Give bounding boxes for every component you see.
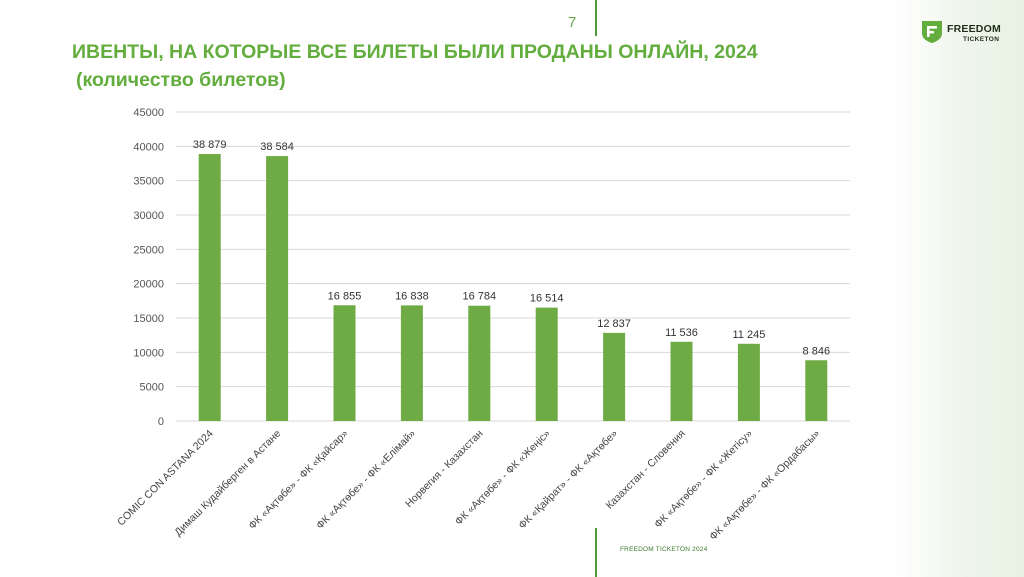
y-tick-label: 20000 <box>133 279 164 291</box>
bar <box>805 360 828 421</box>
y-tick-label: 35000 <box>133 176 164 188</box>
data-label: 16 838 <box>395 290 429 302</box>
y-tick-label: 25000 <box>133 244 164 256</box>
category-label: Димаш Кудайберген в Астане <box>172 428 283 539</box>
data-label: 11 245 <box>732 329 765 341</box>
bottom-divider <box>595 528 597 577</box>
brand-logo: FREEDOM TICKETON <box>922 21 1012 47</box>
bars <box>198 154 828 422</box>
data-labels: 38 879 38 584 16 855 16 838 16 784 16 514 12 8… <box>193 139 830 357</box>
y-axis-ticks: 0 5000 10000 15000 20000 25000 30000 35000 40000… <box>133 107 164 428</box>
y-tick-label: 45000 <box>133 107 164 119</box>
data-label: 16 784 <box>462 291 496 303</box>
background-fade <box>894 0 1024 577</box>
bar <box>670 341 693 421</box>
data-label: 16 514 <box>530 293 564 305</box>
y-tick-label: 40000 <box>133 141 164 153</box>
data-label: 8 846 <box>803 345 831 357</box>
bar <box>266 156 289 422</box>
page-number: 7 <box>568 14 577 31</box>
y-tick-label: 5000 <box>140 382 164 394</box>
brand-name: FREEDOM <box>947 23 1001 35</box>
data-label: 38 879 <box>193 139 227 151</box>
brand-subname: TICKETON <box>963 36 1000 43</box>
bar <box>400 305 423 421</box>
bar <box>737 343 760 421</box>
bar <box>468 305 491 421</box>
freedom-logo-icon <box>922 21 942 43</box>
category-label: ФК «Ақтөбе» - ФК «Ордабасы» <box>707 428 822 543</box>
data-label: 16 855 <box>328 290 362 302</box>
data-label: 11 536 <box>665 327 698 339</box>
data-label: 12 837 <box>597 318 631 330</box>
chart-subtitle: (количество билетов) <box>76 69 286 91</box>
bar <box>535 307 558 421</box>
bar <box>198 154 221 421</box>
data-label: 38 584 <box>260 141 294 153</box>
chart-title: ИВЕНТЫ, НА КОТОРЫЕ ВСЕ БИЛЕТЫ БЫЛИ ПРОДА… <box>72 41 758 63</box>
y-tick-label: 10000 <box>133 347 164 359</box>
y-tick-label: 0 <box>158 416 164 428</box>
bar <box>333 305 356 421</box>
y-tick-label: 30000 <box>133 210 164 222</box>
bar <box>603 332 626 421</box>
footer-label: FREEDOM TICKETON 2024 <box>620 546 708 553</box>
y-tick-label: 15000 <box>133 313 164 325</box>
top-divider <box>595 0 597 36</box>
grid-lines <box>176 111 850 422</box>
